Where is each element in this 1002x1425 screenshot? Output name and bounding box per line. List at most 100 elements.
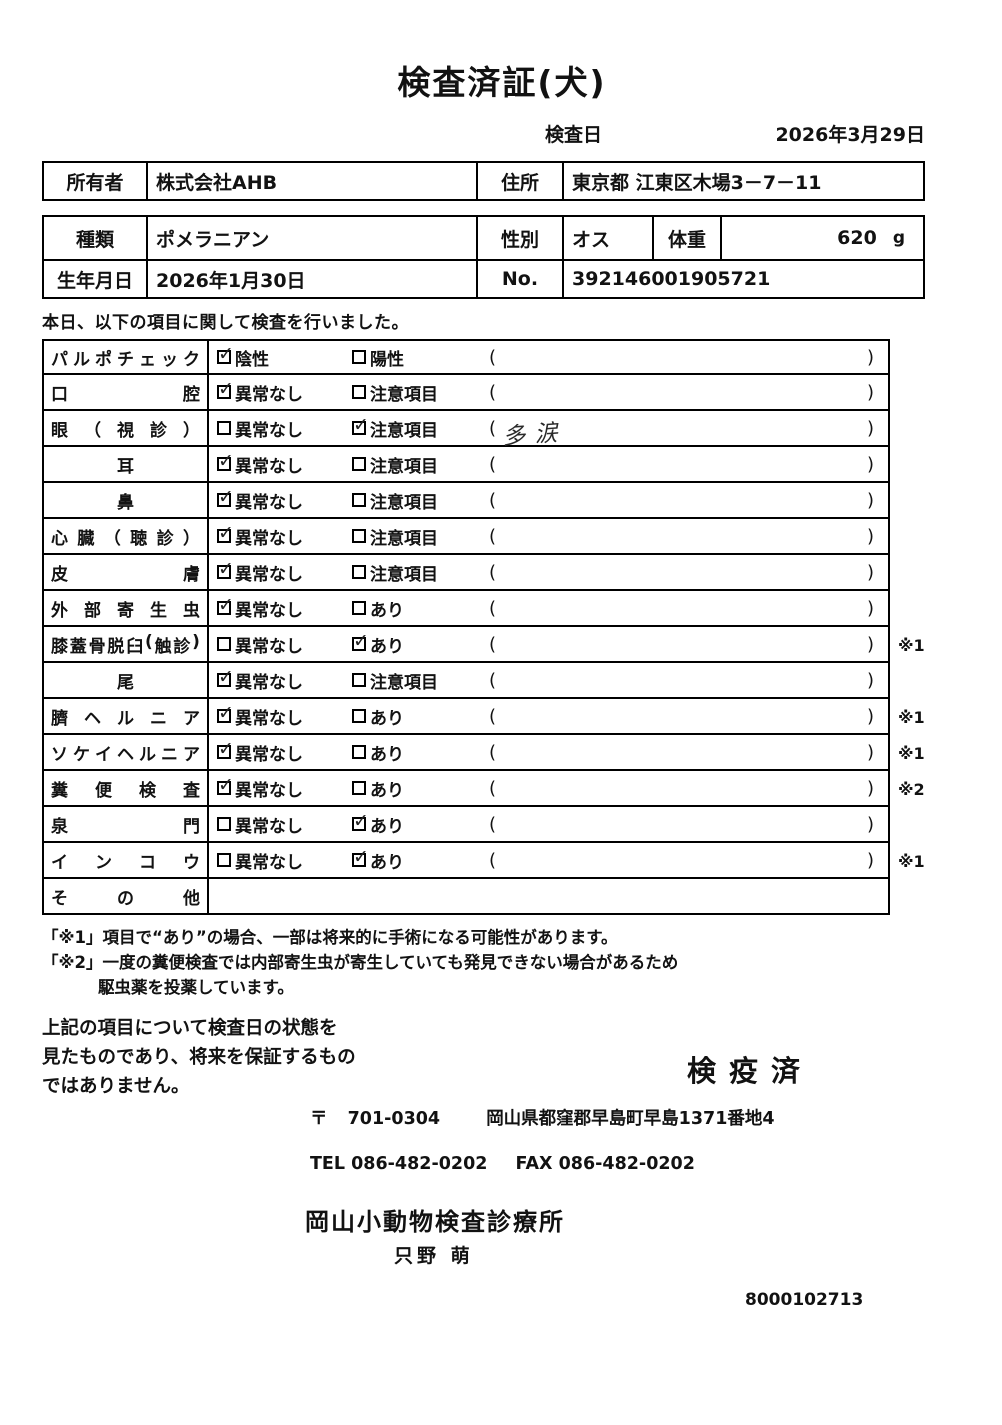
checkbox-icon <box>352 350 366 364</box>
exam-item-char: 鼻 <box>117 492 134 513</box>
exam-option-label: 異常なし <box>235 384 303 405</box>
exam-item-label: 鼻 <box>51 488 200 513</box>
open-paren: ( <box>489 346 497 368</box>
exam-row-cells: 口腔異常なし注意項目() <box>42 375 890 411</box>
owner-row: 所有者 株式会社AHB 住所 東京都 江東区木場3－7－11 <box>44 163 923 199</box>
clinic-tel-line: TEL 086-482-0202 FAX 086-482-0202 <box>310 1154 1002 1174</box>
exam-item-char: 皮 <box>51 564 68 585</box>
checkbox-icon <box>352 673 366 687</box>
exam-option-label: あり <box>370 852 404 873</box>
open-paren: ( <box>489 489 497 511</box>
exam-item-char: 診 <box>150 420 167 441</box>
exam-item-char: 虫 <box>183 600 200 621</box>
exam-item-char: 診 <box>156 528 174 549</box>
exam-row-content: 異常なし あり () <box>209 627 888 661</box>
exam-option: 異常なし <box>217 594 352 621</box>
checkbox-icon <box>352 565 366 579</box>
exam-row-content: 異常なし 注意項目 () <box>209 519 888 553</box>
exam-option-label: あり <box>370 744 404 765</box>
exam-date-row: 検査日 2026年3月29日 <box>42 120 925 147</box>
birth-value: 2026年1月30日 <box>148 261 478 297</box>
exam-item-cell: 口腔 <box>44 375 209 409</box>
exam-option-label: あり <box>370 816 404 837</box>
exam-item-char: 臼 <box>126 636 144 657</box>
no-value: 392146001905721 <box>572 268 771 290</box>
birth-row: 生年月日 2026年1月30日 No. 392146001905721 <box>44 259 923 297</box>
exam-item-char: ニ <box>161 744 178 765</box>
exam-item-char: 臍 <box>51 708 68 729</box>
reference-mark: ※1 <box>898 851 925 871</box>
exam-option-label: 注意項目 <box>370 564 438 585</box>
exam-item-cell: 膝蓋骨脱臼(触診) <box>44 627 209 661</box>
checkbox-checked-icon <box>217 486 234 508</box>
checkbox-checked-icon <box>217 774 234 796</box>
exam-row-content: 異常なし 注意項目 () <box>209 447 888 481</box>
reference-mark <box>890 411 950 447</box>
species-row: 種類 ポメラニアン 性別 オス 体重 620 g <box>44 217 923 259</box>
checkbox-checked-icon <box>352 414 369 436</box>
checkbox-icon <box>352 709 366 723</box>
reference-mark <box>890 591 950 627</box>
open-paren: ( <box>489 453 497 475</box>
exam-option-label: 注意項目 <box>370 492 438 513</box>
clinic-tel: TEL 086-482-0202 <box>310 1154 488 1174</box>
exam-row: 口腔異常なし注意項目() <box>42 375 1002 411</box>
birth-label: 生年月日 <box>44 261 148 297</box>
exam-item-label: 心臓 （ 聴診 ） <box>51 524 200 549</box>
exam-item-char: の <box>117 888 134 909</box>
exam-item-char: （ <box>103 528 121 549</box>
exam-item-cell: 糞便検査 <box>44 771 209 805</box>
exam-item-char: 眼 <box>51 420 68 441</box>
animal-table: 種類 ポメラニアン 性別 オス 体重 620 g 生年月日 2026年1月30日… <box>42 215 925 299</box>
exam-row-cells: 耳 異常なし 注意項目 () <box>42 447 890 483</box>
exam-option: 注意項目 <box>352 380 489 405</box>
exam-option-label: 異常なし <box>235 816 303 837</box>
exam-item-label: 眼 （ 視診 ） <box>51 416 200 441</box>
exam-option-label: 異常なし <box>235 528 303 549</box>
exam-option-label: あり <box>370 708 404 729</box>
exam-item-char: 臓 <box>77 528 95 549</box>
exam-item-label: 糞便検査 <box>51 776 200 801</box>
checkbox-checked-icon <box>352 630 369 652</box>
exam-row: 尾 異常なし 注意項目 () <box>42 663 1002 699</box>
checkbox-checked-icon <box>217 738 234 760</box>
exam-date-value: 2026年3月29日 <box>775 124 925 146</box>
exam-row-content: 異常なし 注意項目 () <box>209 375 888 409</box>
exam-item-char: （ <box>84 420 101 441</box>
exam-item-char: 査 <box>183 780 200 801</box>
footnotes: 「※1」項目で“あり”の場合、一部は将来的に手術になる可能性があります。 「※2… <box>42 925 1002 1000</box>
exam-row: 耳 異常なし 注意項目 () <box>42 447 1002 483</box>
exam-option: 異常なし <box>217 848 352 873</box>
open-paren: ( <box>489 561 497 583</box>
exam-row-content: 異常なし あり () <box>209 771 888 805</box>
exam-option-label: 異常なし <box>235 780 303 801</box>
exam-option: 異常なし <box>217 632 352 657</box>
open-paren: ( <box>489 741 497 763</box>
exam-option-label: あり <box>370 780 404 801</box>
exam-option: あり <box>352 846 489 873</box>
checkbox-checked-icon <box>217 378 234 400</box>
exam-item-char: ッ <box>161 349 178 370</box>
checkbox-icon <box>352 493 366 507</box>
checkbox-icon <box>352 745 366 759</box>
exam-option: 異常なし <box>217 702 352 729</box>
exam-option-label: 注意項目 <box>370 672 438 693</box>
exam-row-content: 異常なし 注意項目 () <box>209 555 888 589</box>
exam-option-label: 異常なし <box>235 744 303 765</box>
reference-mark <box>890 879 950 915</box>
exam-row: イ ン コ ウ 異常なし あり () ※1 <box>42 843 1002 879</box>
exam-item-cell: その他 <box>44 879 209 913</box>
checkbox-checked-icon <box>217 558 234 580</box>
open-paren: ( <box>489 849 497 871</box>
exam-item-char: ウ <box>183 852 200 873</box>
exam-row-cells: 眼 （ 視診 ） 異常なし 注意項目 (多涙) <box>42 411 890 450</box>
exam-item-label: 皮膚 <box>51 560 200 585</box>
address-label: 住所 <box>478 163 564 199</box>
checkbox-checked-icon <box>217 666 234 688</box>
exam-option: あり <box>352 596 489 621</box>
exam-item-char: ヘ <box>117 744 134 765</box>
exam-item-cell: パルポチェック <box>44 341 209 373</box>
reference-mark <box>890 519 950 555</box>
